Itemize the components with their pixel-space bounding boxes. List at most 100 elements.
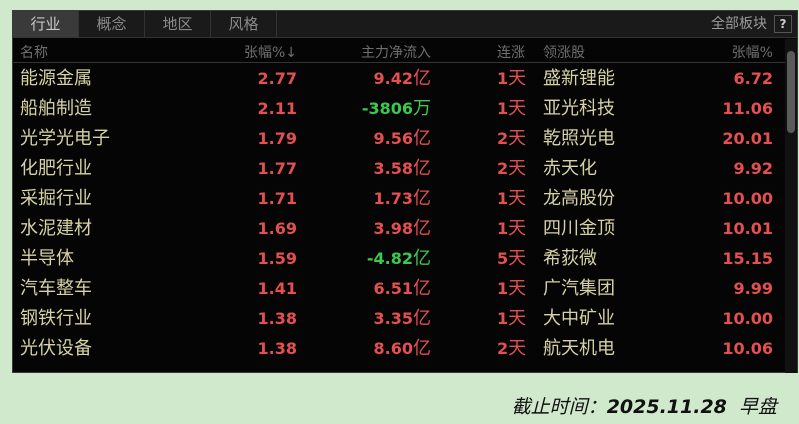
lead-stock-pct: 10.06	[722, 339, 773, 358]
inflow-value: 3.58	[373, 159, 413, 178]
header-name[interactable]: 名称	[20, 45, 48, 61]
lead-stock[interactable]: 乾照光电	[543, 128, 615, 149]
header-lead-pct[interactable]: 张幅%	[731, 45, 773, 61]
footer-date: 2025.11.28	[606, 396, 727, 418]
lead-stock[interactable]: 龙高股份	[543, 188, 615, 209]
main-net-inflow: 6.51亿	[374, 274, 431, 304]
days-unit: 天	[508, 98, 527, 119]
main-net-inflow: 9.56亿	[374, 124, 431, 154]
table-row[interactable]: 能源金属 2.77 9.42亿 1天 盛新锂能 6.72	[13, 64, 785, 94]
header-days[interactable]: 连涨	[497, 45, 525, 61]
inflow-value: 3.35	[373, 309, 413, 328]
days-unit: 天	[508, 278, 527, 299]
days-value: 1	[497, 69, 509, 88]
table-row[interactable]: 汽车整车 1.41 6.51亿 1天 广汽集团 9.99	[13, 274, 785, 304]
inflow-value: 6.51	[373, 279, 413, 298]
inflow-unit: 亿	[413, 188, 431, 209]
inflow-unit: 亿	[413, 158, 431, 179]
table-row[interactable]: 水泥建材 1.69 3.98亿 1天 四川金顶 10.01	[13, 214, 785, 244]
header-lead[interactable]: 领涨股	[543, 45, 585, 61]
sector-name[interactable]: 采掘行业	[20, 188, 92, 209]
inflow-unit: 亿	[413, 248, 431, 269]
lead-stock[interactable]: 四川金顶	[543, 218, 615, 239]
tab-concept[interactable]: 概念	[79, 11, 145, 37]
tab-bar: 行业 概念 地区 风格 全部板块 ?	[13, 11, 797, 38]
sector-name[interactable]: 半导体	[20, 248, 74, 269]
consecutive-days: 1天	[497, 94, 526, 124]
lead-stock-pct: 9.92	[733, 159, 773, 178]
consecutive-days: 2天	[497, 334, 526, 364]
sector-name[interactable]: 光学光电子	[20, 128, 110, 149]
lead-stock-pct: 15.15	[722, 249, 773, 268]
days-unit: 天	[508, 68, 527, 89]
sector-name[interactable]: 能源金属	[20, 68, 92, 89]
table-row[interactable]: 钢铁行业 1.38 3.35亿 1天 大中矿业 10.00	[13, 304, 785, 334]
consecutive-days: 5天	[497, 244, 526, 274]
lead-stock[interactable]: 航天机电	[543, 338, 615, 359]
consecutive-days: 2天	[497, 154, 526, 184]
main-net-inflow: 3.98亿	[374, 214, 431, 244]
help-icon[interactable]: ?	[774, 15, 792, 33]
sector-name[interactable]: 钢铁行业	[20, 308, 92, 329]
scrollbar-thumb[interactable]	[787, 51, 795, 133]
footer-timestamp: 截止时间：2025.11.28 早盘	[512, 392, 777, 419]
table-row[interactable]: 半导体 1.59 -4.82亿 5天 希荻微 15.15	[13, 244, 785, 274]
days-value: 5	[497, 249, 509, 268]
table-row[interactable]: 采掘行业 1.71 1.73亿 1天 龙高股份 10.00	[13, 184, 785, 214]
table-header: 名称 张幅%↓ 主力净流入 连涨 领涨股 张幅%	[13, 39, 785, 63]
days-value: 1	[497, 189, 509, 208]
days-unit: 天	[508, 218, 527, 239]
consecutive-days: 1天	[497, 214, 526, 244]
lead-stock[interactable]: 盛新锂能	[543, 68, 615, 89]
sector-change-pct: 1.77	[257, 159, 297, 178]
table-row[interactable]: 光伏设备 1.38 8.60亿 2天 航天机电 10.06	[13, 334, 785, 364]
sector-name[interactable]: 船舶制造	[20, 98, 92, 119]
days-value: 2	[497, 339, 509, 358]
consecutive-days: 1天	[497, 64, 526, 94]
main-net-inflow: 3.58亿	[374, 154, 431, 184]
sector-name[interactable]: 汽车整车	[20, 278, 92, 299]
lead-stock-pct: 11.06	[722, 99, 773, 118]
tab-industry[interactable]: 行业	[13, 11, 79, 37]
table-row[interactable]: 化肥行业 1.77 3.58亿 2天 赤天化 9.92	[13, 154, 785, 184]
inflow-unit: 亿	[413, 338, 431, 359]
table-row[interactable]: 光学光电子 1.79 9.56亿 2天 乾照光电 20.01	[13, 124, 785, 154]
table-row[interactable]: 船舶制造 2.11 -3806万 1天 亚光科技 11.06	[13, 94, 785, 124]
lead-stock[interactable]: 亚光科技	[543, 98, 615, 119]
inflow-value: 8.60	[373, 339, 413, 358]
days-unit: 天	[508, 248, 527, 269]
sector-name[interactable]: 光伏设备	[20, 338, 92, 359]
lead-stock[interactable]: 希荻微	[543, 248, 597, 269]
sector-change-pct: 1.38	[257, 339, 297, 358]
header-pct[interactable]: 张幅%↓	[243, 45, 297, 61]
scrollbar[interactable]	[785, 39, 797, 373]
consecutive-days: 1天	[497, 184, 526, 214]
lead-stock[interactable]: 大中矿业	[543, 308, 615, 329]
lead-stock[interactable]: 赤天化	[543, 158, 597, 179]
tab-style[interactable]: 风格	[211, 11, 277, 37]
lead-stock-pct: 10.00	[722, 309, 773, 328]
header-flow[interactable]: 主力净流入	[361, 45, 431, 61]
sector-change-pct: 1.41	[257, 279, 297, 298]
inflow-unit: 亿	[413, 128, 431, 149]
inflow-value: -3806	[361, 99, 413, 118]
inflow-value: 9.42	[373, 69, 413, 88]
sector-ranking-panel: 行业 概念 地区 风格 全部板块 ? 名称 张幅%↓ 主力净流入 连涨 领涨股 …	[12, 10, 798, 373]
lead-stock-pct: 20.01	[722, 129, 773, 148]
inflow-unit: 亿	[413, 278, 431, 299]
lead-stock[interactable]: 广汽集团	[543, 278, 615, 299]
main-net-inflow: 9.42亿	[374, 64, 431, 94]
all-sectors-link[interactable]: 全部板块	[711, 16, 767, 32]
sector-name[interactable]: 化肥行业	[20, 158, 92, 179]
main-net-inflow: 1.73亿	[374, 184, 431, 214]
days-value: 1	[497, 309, 509, 328]
days-value: 2	[497, 159, 509, 178]
sector-change-pct: 1.69	[257, 219, 297, 238]
inflow-unit: 万	[413, 98, 431, 119]
lead-stock-pct: 10.00	[722, 189, 773, 208]
days-unit: 天	[508, 308, 527, 329]
sector-name[interactable]: 水泥建材	[20, 218, 92, 239]
sector-change-pct: 1.79	[257, 129, 297, 148]
consecutive-days: 1天	[497, 304, 526, 334]
tab-region[interactable]: 地区	[145, 11, 211, 37]
